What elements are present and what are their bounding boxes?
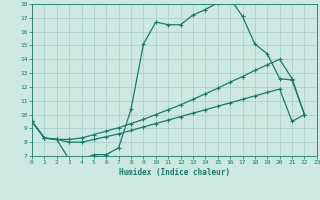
X-axis label: Humidex (Indice chaleur): Humidex (Indice chaleur) <box>119 168 230 177</box>
